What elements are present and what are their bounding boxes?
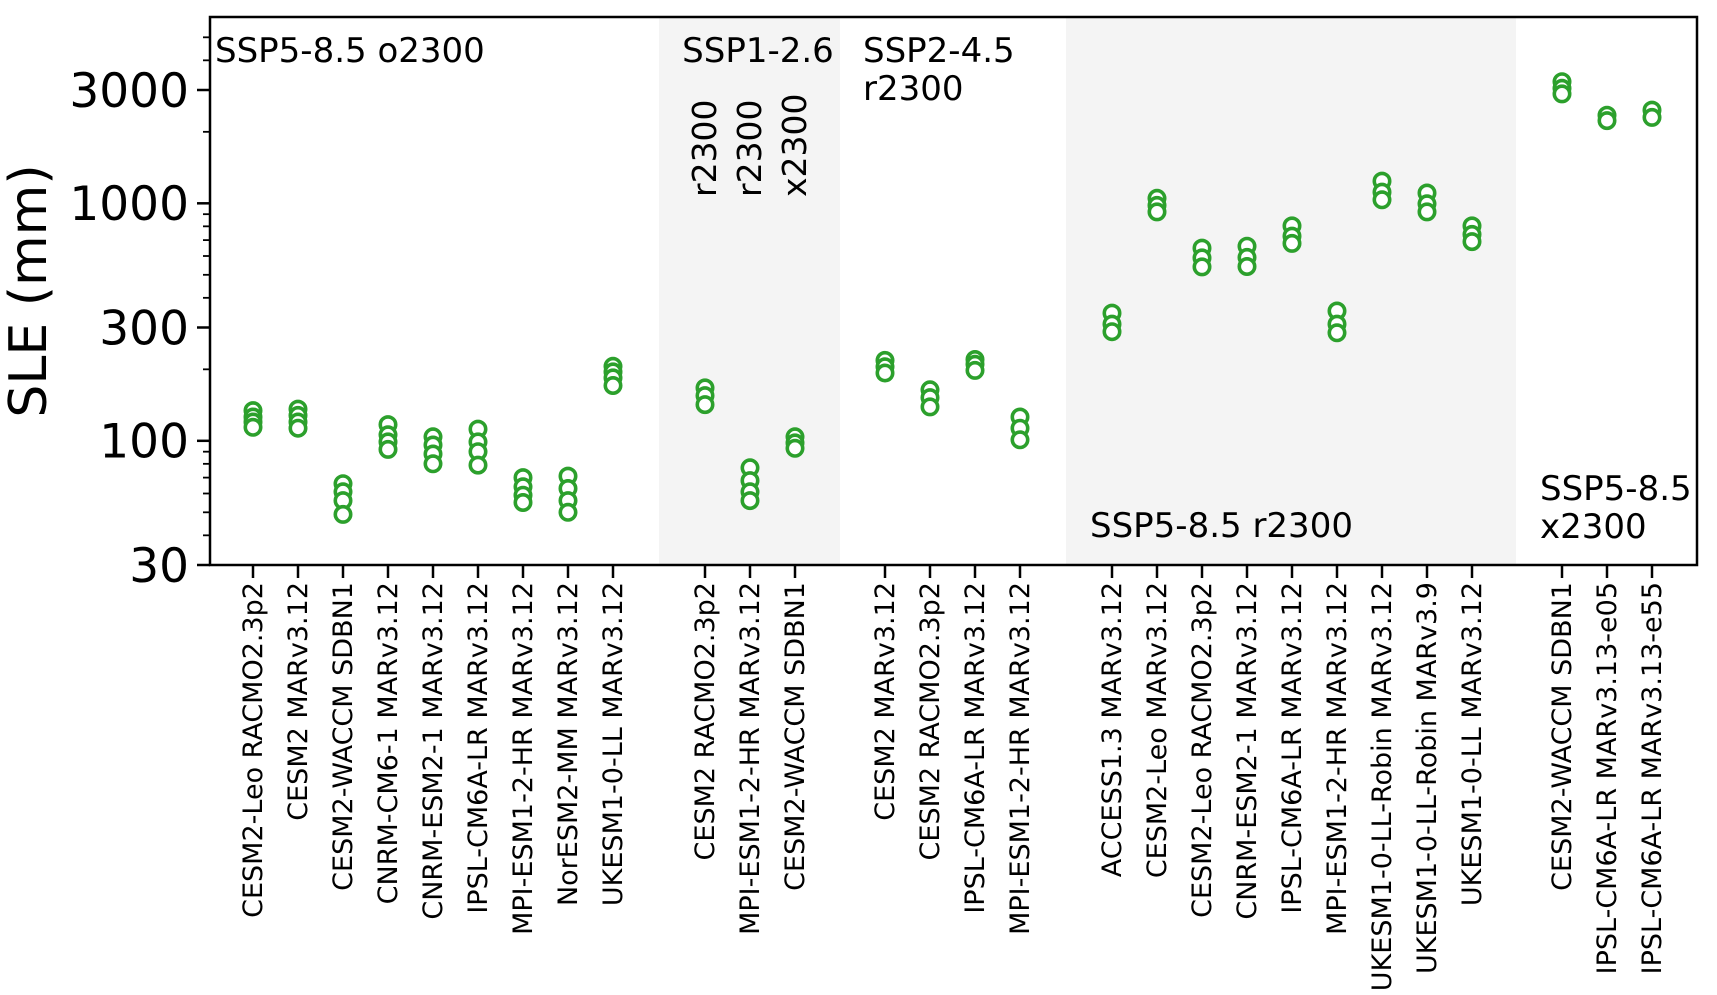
shaded-band [1066,17,1516,565]
data-point-circle [468,455,488,475]
x-tick-label: IPSL-CM6A-LR MARv3.12 [463,582,494,914]
x-tick-label: UKESM1-0-LL MARv3.12 [598,582,629,906]
data-point-circle [1597,111,1617,131]
x-tick-label: CESM2-WACCM SDBN1 [1547,582,1578,891]
y-tick-label: 100 [99,415,189,470]
x-tick-label: CNRM-ESM2-1 MARv3.12 [418,582,449,920]
x-tick-label: UKESM1-0-LL-Robin MARv3.9 [1412,582,1443,974]
data-point-circle [1372,190,1392,210]
x-tick-label: CESM2-WACCM SDBN1 [328,582,359,891]
panel-title: SSP2-4.5 [863,31,1015,71]
panel-title: SSP5-8.5 [1540,469,1692,509]
data-point-circle [558,502,578,522]
x-tick-label: CESM2 RACMO2.3p2 [915,582,946,860]
data-point-circle [378,439,398,459]
data-point-circle [1147,202,1167,222]
x-tick-label: CNRM-ESM2-1 MARv3.12 [1232,582,1263,920]
x-tick-label: MPI-ESM1-2-HR MARv3.12 [735,582,766,935]
data-point-circle [1102,322,1122,342]
data-point-circle [243,417,263,437]
axes-frame [208,15,1699,567]
x-tick-label: ACCESS1.3 MARv3.12 [1097,582,1128,877]
x-tick-label: CESM2 MARv3.12 [283,582,314,821]
x-tick-label: UKESM1-0-LL-Robin MARv3.12 [1367,582,1398,991]
x-axis-ticks: CESM2-Leo RACMO2.3p2 CESM2 MARv3.12 CESM2-… [238,565,1668,991]
data-point-circle [423,454,443,474]
x-tick-label: IPSL-CM6A-LR MARv3.12 [1277,582,1308,914]
panel-sublabel: r2300 [685,99,724,197]
panel-sublabel: r2300 [730,99,769,197]
data-point-circle [288,418,308,438]
x-tick-label: IPSL-CM6A-LR MARv3.13-e05 [1592,582,1623,974]
panel-title: r2300 [863,69,964,109]
scenario-shaded-bands [659,17,1516,565]
x-tick-label: CESM2-Leo RACMO2.3p2 [238,582,269,918]
x-tick-label: MPI-ESM1-2-HR MARv3.12 [1322,582,1353,935]
y-tick-label: 300 [99,301,189,356]
x-tick-label: NorESM2-MM MARv3.12 [553,582,584,906]
data-point-circle [1552,84,1572,104]
data-point-circle [920,397,940,417]
panel-title: SSP5-8.5 r2300 [1090,506,1353,546]
data-point-circle [1327,323,1347,343]
x-tick-label: CESM2-Leo MARv3.12 [1142,582,1173,878]
data-point-circle [965,360,985,380]
panel-title: SSP5-8.5 o2300 [215,31,485,71]
x-tick-label: CESM2-WACCM SDBN1 [780,582,811,891]
plot-frame [208,15,1699,567]
data-point-circle [1237,256,1257,276]
x-tick-label: IPSL-CM6A-LR MARv3.12 [960,582,991,914]
x-tick-label: IPSL-CM6A-LR MARv3.13-e55 [1637,582,1668,974]
data-points [243,72,1662,524]
data-point-circle [875,363,895,383]
x-tick-label: MPI-ESM1-2-HR MARv3.12 [1005,582,1036,935]
x-tick-label: MPI-ESM1-2-HR MARv3.12 [508,582,539,935]
data-point-circle [695,395,715,415]
data-point-circle [1282,233,1302,253]
data-point-circle [513,492,533,512]
panel-sublabel: x2300 [775,93,814,197]
y-tick-label: 1000 [69,177,189,232]
x-tick-label: CESM2-Leo RACMO2.3p2 [1187,582,1218,918]
data-point-circle [333,504,353,524]
data-point-circle [740,491,760,511]
y-axis-ticks: 30 100 300 1000 3000 [69,36,210,594]
x-tick-label: CNRM-CM6-1 MARv3.12 [373,582,404,904]
x-tick-label: CESM2 RACMO2.3p2 [690,582,721,860]
panel-title: SSP1-2.6 [682,31,834,71]
y-tick-label: 30 [129,539,189,594]
panel-title: x2300 [1540,507,1647,547]
data-point-circle [1192,257,1212,277]
data-point-circle [603,375,623,395]
data-point-circle [1417,202,1437,222]
y-tick-label: 3000 [69,64,189,119]
data-point-circle [1462,232,1482,252]
x-tick-label: CESM2 MARv3.12 [870,582,901,821]
y-axis-label: SLE (mm) [0,164,59,417]
data-point-circle [785,438,805,458]
data-point-circle [1642,107,1662,127]
data-point-circle [1010,430,1030,450]
x-tick-label: UKESM1-0-LL MARv3.12 [1457,582,1488,906]
